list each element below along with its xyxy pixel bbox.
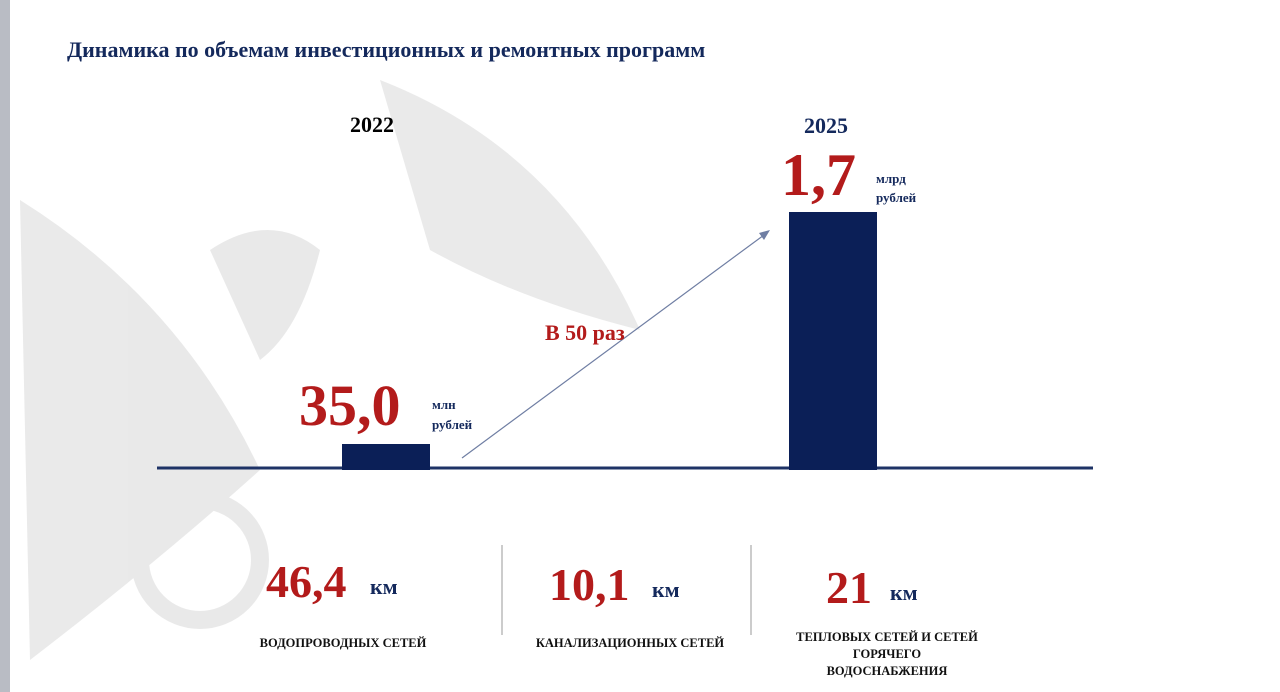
bar-2025 xyxy=(789,212,877,470)
arrow-head xyxy=(759,230,770,240)
stat-value: 46,4 xyxy=(266,556,347,607)
big-value: 1,7 xyxy=(781,142,856,208)
growth-arrow xyxy=(461,231,769,459)
slide-title: Динамика по объемам инвестиционных и рем… xyxy=(67,37,705,62)
stat-value: 10,1 xyxy=(549,559,630,610)
stats: 46,4 км ВОДОПРОВОДНЫХ СЕТЕЙ 10,1 км КАНАЛИЗАЦ… xyxy=(260,556,978,678)
stat-label: ГОРЯЧЕГО xyxy=(853,647,922,661)
side-strip xyxy=(0,0,10,692)
year-label: 2025 xyxy=(804,113,848,138)
unit-line: млрд xyxy=(876,171,906,186)
big-value: 35,0 xyxy=(299,373,401,438)
stat-label: ВОДОСНАБЖЕНИЯ xyxy=(827,664,948,678)
year-label: 2022 xyxy=(350,112,394,137)
stat-unit: км xyxy=(890,580,918,605)
unit-line: рублей xyxy=(876,190,917,205)
stat-label: КАНАЛИЗАЦИОННЫХ СЕТЕЙ xyxy=(536,636,725,650)
background-emblem xyxy=(20,80,640,660)
stat-unit: км xyxy=(652,577,680,602)
unit-line: рублей xyxy=(432,417,473,432)
unit-line: млн xyxy=(432,397,456,412)
stat-label: ТЕПЛОВЫХ СЕТЕЙ И СЕТЕЙ xyxy=(796,630,978,644)
bar-2022 xyxy=(342,444,430,470)
growth-label: В 50 раз xyxy=(545,320,625,345)
stat-value: 21 xyxy=(826,562,872,613)
stat-unit: км xyxy=(370,574,398,599)
stat-label: ВОДОПРОВОДНЫХ СЕТЕЙ xyxy=(260,636,427,650)
